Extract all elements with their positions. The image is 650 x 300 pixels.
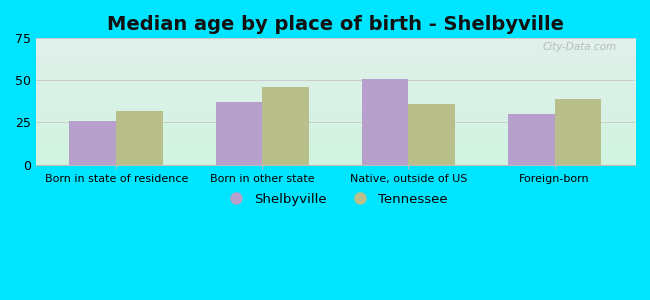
Text: City-Data.com: City-Data.com [543,42,617,52]
Bar [263,87,309,165]
Bar [216,102,263,165]
Title: Median age by place of birth - Shelbyville: Median age by place of birth - Shelbyvil… [107,15,564,34]
Bar [116,111,163,165]
Bar [408,104,455,165]
Bar [70,121,116,165]
Bar [554,99,601,165]
Bar [508,114,554,165]
Legend: Shelbyville, Tennessee: Shelbyville, Tennessee [218,188,454,211]
Bar [362,79,408,165]
